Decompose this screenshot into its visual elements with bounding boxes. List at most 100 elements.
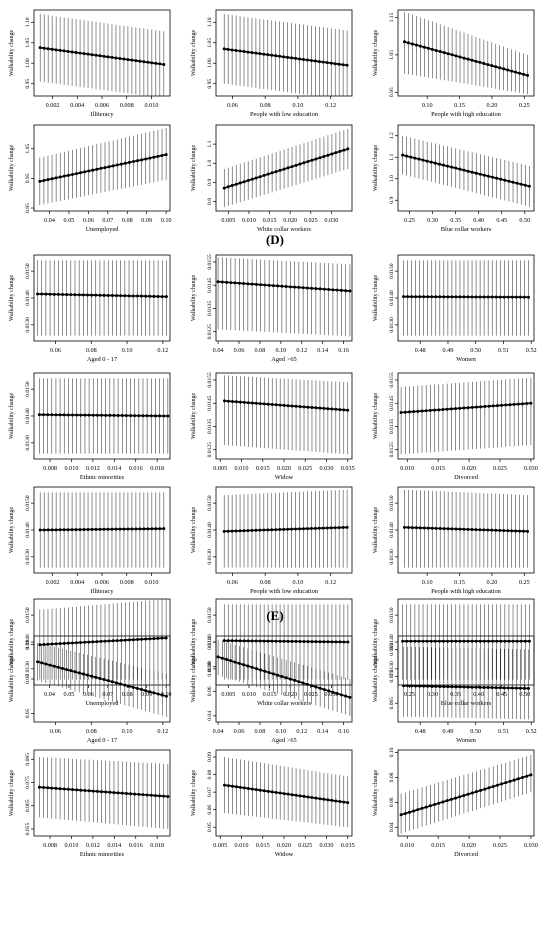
- trend-point: [140, 637, 144, 641]
- x-tick-label: 0.025: [304, 691, 318, 698]
- y-tick-label: 0.0140: [25, 522, 31, 538]
- trend-point: [242, 180, 246, 184]
- y-tick-label: 0.09: [25, 640, 31, 650]
- y-axis-label: Walkability change: [191, 275, 197, 322]
- trend-point: [506, 529, 510, 533]
- trend-point: [107, 165, 111, 169]
- trend-point: [103, 166, 107, 170]
- trend-point: [486, 63, 490, 67]
- trend-point: [512, 778, 516, 782]
- x-tick-label: 0.50: [519, 217, 530, 224]
- trend-point: [75, 788, 79, 792]
- trend-point: [526, 73, 530, 77]
- trend-point: [274, 639, 278, 643]
- trend-point: [416, 808, 420, 812]
- trend-point: [333, 526, 337, 530]
- trend-point: [442, 639, 446, 643]
- trend-point: [322, 406, 326, 410]
- y-tick-label: 0.055: [25, 823, 31, 836]
- trend-point: [334, 407, 338, 411]
- y-tick-label: 0.85: [25, 203, 31, 213]
- y-tick-label: 0.0125: [207, 324, 213, 340]
- y-axis-label: Walkability change: [373, 507, 379, 554]
- y-tick-label: 1.0: [207, 160, 213, 167]
- trend-point: [503, 178, 507, 182]
- x-tick-label: 0.005: [221, 217, 235, 224]
- trend-point: [120, 791, 124, 795]
- trend-point: [410, 526, 414, 530]
- trend-point: [406, 525, 410, 529]
- y-tick-label: 0.0140: [389, 290, 395, 306]
- trend-point: [429, 639, 433, 643]
- trend-point: [230, 529, 234, 533]
- trend-point: [309, 59, 313, 63]
- x-tick-label: 0.12: [325, 102, 336, 109]
- trend-point: [263, 669, 267, 673]
- trend-point: [226, 784, 230, 788]
- x-tick-label: 0.004: [70, 102, 84, 109]
- trend-point: [516, 402, 520, 406]
- trend-point: [474, 405, 478, 409]
- trend-point: [422, 684, 426, 688]
- trend-point: [402, 684, 406, 688]
- trend-point: [466, 169, 470, 173]
- x-tick-label: 0.015: [256, 842, 270, 849]
- trend-point: [54, 413, 58, 417]
- trend-point: [412, 410, 416, 414]
- y-tick-label: 0.0150: [25, 263, 31, 279]
- trend-point: [54, 786, 58, 790]
- trend-point: [410, 42, 414, 46]
- trend-point: [160, 154, 164, 158]
- x-tick-label: 0.48: [415, 728, 426, 735]
- y-axis-label: Walkability change: [9, 770, 15, 817]
- trend-point: [274, 54, 278, 58]
- x-tick-label: 0.15: [454, 102, 465, 109]
- x-tick-label: 0.08: [255, 347, 266, 354]
- trend-point: [139, 294, 143, 298]
- plot-frame: [397, 9, 535, 97]
- trend-point: [518, 71, 522, 75]
- trend-point: [487, 786, 491, 790]
- y-tick-label: 0.10: [207, 637, 213, 647]
- trend-point: [230, 184, 234, 188]
- trend-point: [310, 640, 314, 644]
- trend-point: [430, 684, 434, 688]
- trend-point: [102, 678, 106, 682]
- trend-point: [301, 527, 305, 531]
- trend-point: [342, 640, 346, 644]
- trend-point: [258, 175, 262, 179]
- y-axis-label: Walkability change: [373, 30, 379, 77]
- chart-panel: 0.48 0.49 0.50 0.51 0.52 0.0130 0.0140 0.0150 Wo…: [373, 254, 537, 363]
- trend-point: [314, 406, 318, 410]
- trend-point: [69, 293, 73, 297]
- trend-point: [145, 414, 149, 418]
- trend-point: [478, 60, 482, 64]
- x-axis-label: Divorced: [454, 851, 479, 858]
- chart-panel: 0.0050.0100.0150.0200.0250.0300.01300.01…: [191, 598, 353, 707]
- trend-point: [433, 161, 437, 165]
- trend-point: [426, 526, 430, 530]
- trend-point: [48, 292, 52, 296]
- trend-point: [258, 788, 262, 792]
- trend-point: [522, 72, 526, 76]
- trend-point: [310, 405, 314, 409]
- x-tick-label: 0.16: [338, 728, 349, 735]
- trend-point: [290, 793, 294, 797]
- trend-point: [424, 805, 428, 809]
- trend-point: [507, 639, 511, 643]
- trend-point: [108, 790, 112, 794]
- trend-point: [164, 636, 168, 640]
- plot-frame: [397, 749, 535, 837]
- y-axis-label: Walkability change: [9, 393, 15, 440]
- trend-point: [306, 640, 310, 644]
- trend-point: [62, 641, 66, 645]
- trend-point: [445, 407, 449, 411]
- trend-point: [418, 526, 422, 530]
- trend-point: [58, 175, 62, 179]
- trend-point: [65, 668, 69, 672]
- trend-point: [95, 789, 99, 793]
- trend-point: [429, 160, 433, 164]
- y-tick-label: 0.07: [207, 787, 213, 797]
- trend-point: [514, 70, 518, 74]
- trend-point: [162, 414, 166, 418]
